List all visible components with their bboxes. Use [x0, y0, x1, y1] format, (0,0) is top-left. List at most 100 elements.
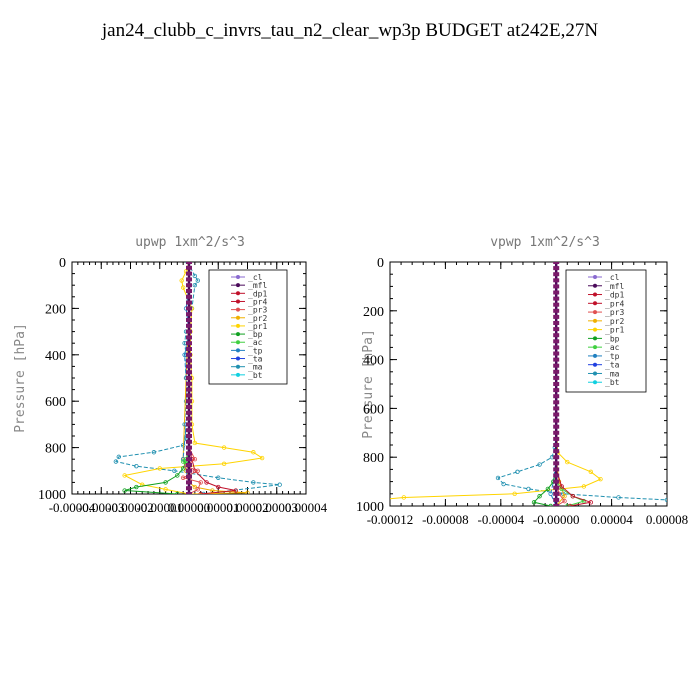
- series-point-mfl: [186, 300, 192, 305]
- x-tick-label: -0.00012: [367, 512, 414, 527]
- series-point-mfl: [186, 468, 192, 473]
- legend-label: _ac: [248, 338, 263, 347]
- legend-label: _tp: [605, 352, 620, 361]
- x-tick-label: -0.00004: [478, 512, 525, 527]
- legend-box: [565, 269, 647, 393]
- series-point-mfl: [553, 363, 560, 368]
- series-point-bp: [537, 494, 542, 499]
- series-point-mfl: [186, 289, 192, 293]
- series-point-bp: [175, 491, 180, 494]
- x-tick-label: -0.00004: [49, 500, 96, 515]
- series-point-mfl: [186, 451, 192, 456]
- series-point-pr1: [122, 473, 127, 478]
- series-group: [390, 262, 667, 506]
- series-point-ac: [565, 503, 570, 506]
- series-point-mfl: [553, 473, 560, 478]
- series-point-pr3: [198, 480, 203, 485]
- series-point-mfl: [186, 283, 192, 288]
- legend: _cl_mfl_dp1_pr4_pr3_pr2_pr1_bp_ac_tp_ta_…: [565, 269, 647, 393]
- legend-marker: [236, 283, 240, 288]
- legend-marker: [236, 340, 240, 345]
- series-point-mfl: [553, 491, 560, 496]
- x-tick-label: -0.00003: [78, 500, 125, 515]
- legend-label: _pr4: [248, 297, 267, 306]
- series-point-mfl: [186, 480, 192, 485]
- series-point-ma: [216, 475, 221, 480]
- series-point-mfl: [553, 400, 560, 405]
- x-tick-label: -0.00002: [107, 500, 154, 515]
- series-point-ma: [616, 495, 621, 500]
- legend-marker: [236, 356, 240, 361]
- series-point-mfl: [186, 381, 192, 386]
- series-point-pr1: [251, 450, 256, 455]
- legend-marker: [236, 323, 240, 328]
- series-point-pr1: [180, 285, 186, 290]
- series-point-mfl: [553, 308, 560, 313]
- legend-label: _ta: [605, 361, 620, 370]
- series-point-mfl: [186, 422, 192, 427]
- series-point-dp1: [233, 488, 238, 493]
- series-point-ma: [134, 463, 139, 469]
- legend-marker: [236, 372, 240, 377]
- y-tick-label: 400: [45, 349, 66, 364]
- series-point-mfl: [553, 388, 560, 393]
- legend-label: _ma: [248, 363, 263, 372]
- series-point-mfl: [186, 306, 192, 311]
- y-tick-label: 1000: [38, 488, 66, 503]
- series-point-mfl: [186, 347, 192, 351]
- series-point-mfl: [553, 284, 560, 289]
- series-point-mfl: [553, 351, 560, 356]
- series-point-mfl: [553, 430, 560, 435]
- legend-label: _pr3: [248, 306, 267, 315]
- series-point-pr1: [163, 487, 168, 492]
- legend-label: _pr4: [605, 299, 624, 308]
- x-tick-label: 0.00001: [197, 500, 239, 515]
- series-point-ma: [172, 468, 177, 473]
- series-point-pr3: [562, 498, 567, 504]
- series-point-mfl: [186, 399, 192, 404]
- legend-label: _dp1: [248, 289, 267, 298]
- y-axis-label: Pressure [hPa]: [13, 323, 28, 433]
- series-point-dp1: [216, 484, 221, 490]
- y-axis-label: Pressure [hPa]: [361, 329, 376, 439]
- series-point-mfl: [186, 323, 192, 328]
- x-tick-label: 0.00008: [646, 512, 688, 527]
- series-point-mfl: [553, 290, 560, 295]
- legend-label: _mfl: [248, 281, 267, 290]
- series-line-bp: [533, 262, 557, 506]
- series-point-pr1: [401, 495, 407, 500]
- series-line-pr1: [123, 262, 264, 494]
- series-point-dp1: [588, 500, 594, 505]
- series-point-mfl: [186, 445, 192, 450]
- legend-marker: [593, 353, 597, 358]
- series-group: [113, 262, 282, 494]
- y-tick-label: 600: [363, 402, 384, 417]
- legend-label: _mfl: [605, 282, 624, 291]
- series-point-pr1: [179, 278, 184, 283]
- series-point-pr1: [192, 440, 198, 446]
- legend-label: _ac: [605, 343, 620, 352]
- series-point-pr1: [598, 476, 603, 482]
- series-point-mfl: [553, 467, 560, 472]
- series-point-mfl: [186, 376, 192, 380]
- legend-label: _ma: [605, 369, 620, 378]
- legend-label: _bt: [605, 378, 620, 387]
- series-line-bp: [124, 262, 190, 494]
- series-point-ma: [195, 278, 200, 283]
- series-point-mfl: [186, 312, 192, 317]
- series-point-mfl: [553, 443, 560, 447]
- series-point-mfl: [186, 387, 192, 392]
- legend-marker: [593, 371, 597, 376]
- series-point-ac: [581, 498, 587, 504]
- y-tick-label: 0: [377, 256, 384, 271]
- series-point-ma: [664, 497, 667, 503]
- series-point-mfl: [553, 278, 560, 283]
- chart-1: upwp 1xm^2/s^3 Pressure [hPa] 0 200 400 600 80…: [13, 235, 328, 515]
- legend-marker: [593, 292, 597, 297]
- series-point-mfl: [186, 486, 192, 491]
- series-point-pr1: [221, 445, 227, 450]
- series-point-mfl: [186, 370, 192, 375]
- legend-marker: [593, 275, 597, 279]
- legend-marker: [236, 332, 240, 337]
- series-point-mfl: [186, 434, 192, 438]
